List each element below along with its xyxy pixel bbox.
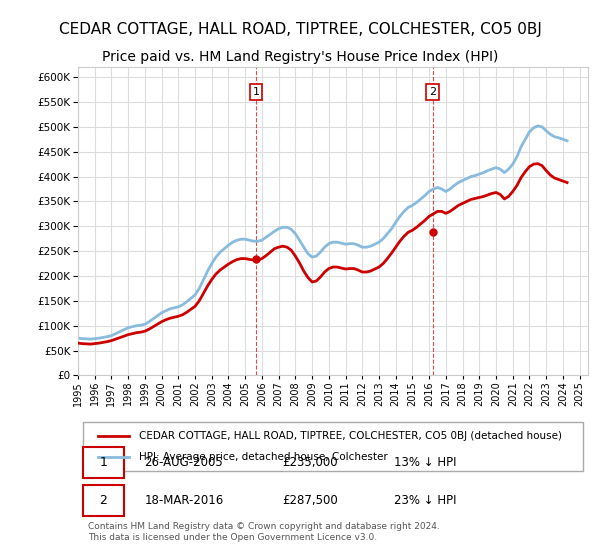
Text: 1: 1	[100, 456, 107, 469]
FancyBboxPatch shape	[83, 422, 583, 471]
Text: 13% ↓ HPI: 13% ↓ HPI	[394, 456, 457, 469]
Text: 1: 1	[253, 87, 260, 97]
Text: HPI: Average price, detached house, Colchester: HPI: Average price, detached house, Colc…	[139, 452, 388, 462]
Text: 2: 2	[429, 87, 436, 97]
Text: 2: 2	[100, 494, 107, 507]
Text: 26-AUG-2005: 26-AUG-2005	[145, 456, 223, 469]
Text: £235,000: £235,000	[282, 456, 338, 469]
Text: CEDAR COTTAGE, HALL ROAD, TIPTREE, COLCHESTER, CO5 0BJ: CEDAR COTTAGE, HALL ROAD, TIPTREE, COLCH…	[59, 22, 541, 38]
Text: Price paid vs. HM Land Registry's House Price Index (HPI): Price paid vs. HM Land Registry's House …	[102, 50, 498, 64]
Text: Contains HM Land Registry data © Crown copyright and database right 2024.
This d: Contains HM Land Registry data © Crown c…	[88, 522, 440, 542]
Text: 18-MAR-2016: 18-MAR-2016	[145, 494, 224, 507]
FancyBboxPatch shape	[83, 484, 124, 516]
FancyBboxPatch shape	[83, 446, 124, 478]
Text: CEDAR COTTAGE, HALL ROAD, TIPTREE, COLCHESTER, CO5 0BJ (detached house): CEDAR COTTAGE, HALL ROAD, TIPTREE, COLCH…	[139, 431, 562, 441]
Text: £287,500: £287,500	[282, 494, 338, 507]
Text: 23% ↓ HPI: 23% ↓ HPI	[394, 494, 457, 507]
